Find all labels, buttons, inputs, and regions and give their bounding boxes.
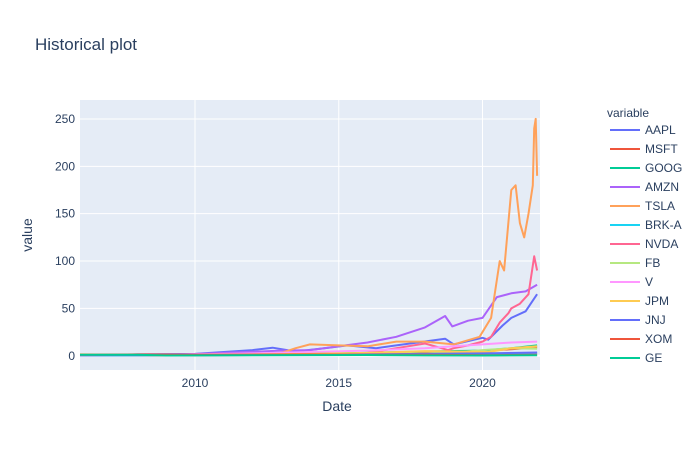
legend-label: JNJ [645, 313, 666, 327]
legend-item-brk-a[interactable]: BRK-A [610, 218, 682, 232]
legend-label: AAPL [645, 123, 676, 137]
series-lines [79, 117, 539, 357]
series-line-ge [79, 353, 538, 357]
series-line-aapl [79, 293, 538, 357]
legend-item-tsla[interactable]: TSLA [610, 199, 675, 213]
y-axis-label: value [19, 218, 35, 252]
legend-item-nvda[interactable]: NVDA [610, 237, 678, 251]
x-tick-label: 2010 [182, 376, 209, 390]
legend-item-v[interactable]: V [610, 275, 653, 289]
legend-item-msft[interactable]: MSFT [610, 142, 678, 156]
legend-label: BRK-A [645, 218, 682, 232]
legend-label: FB [645, 256, 660, 270]
legend-item-amzn[interactable]: AMZN [610, 180, 679, 194]
legend[interactable]: AAPL MSFT GOOG AMZN TSLA BRK-A NVDA FB V JPM JNJ XO… [610, 123, 682, 365]
legend-label: AMZN [645, 180, 679, 194]
y-tick-label: 250 [55, 112, 75, 126]
y-tick-label: 150 [55, 207, 75, 221]
legend-label: NVDA [645, 237, 678, 251]
plot-area [80, 100, 540, 370]
legend-label: JPM [645, 294, 669, 308]
legend-item-xom[interactable]: XOM [610, 332, 672, 346]
legend-label: GOOG [645, 161, 682, 175]
legend-label: MSFT [645, 142, 678, 156]
axis-ticks: 2010 2015 2020 0 50 100 150 200 250 [55, 112, 496, 390]
legend-item-jpm[interactable]: JPM [610, 294, 669, 308]
legend-item-ge[interactable]: GE [610, 351, 662, 365]
x-tick-label: 2020 [469, 376, 496, 390]
legend-item-fb[interactable]: FB [610, 256, 660, 270]
chart-title: Historical plot [35, 35, 137, 54]
x-axis-label: Date [322, 398, 352, 414]
legend-label: TSLA [645, 199, 675, 213]
legend-item-goog[interactable]: GOOG [610, 161, 682, 175]
legend-label: XOM [645, 332, 672, 346]
legend-item-jnj[interactable]: JNJ [610, 313, 666, 327]
y-tick-label: 0 [68, 349, 75, 363]
x-tick-label: 2015 [325, 376, 352, 390]
series-line-tsla [209, 117, 539, 356]
legend-title: variable [607, 106, 649, 120]
y-tick-label: 50 [62, 301, 76, 315]
legend-label: GE [645, 351, 662, 365]
y-tick-label: 100 [55, 254, 75, 268]
legend-label: V [645, 275, 653, 289]
y-tick-label: 200 [55, 159, 75, 173]
legend-item-aapl[interactable]: AAPL [610, 123, 676, 137]
